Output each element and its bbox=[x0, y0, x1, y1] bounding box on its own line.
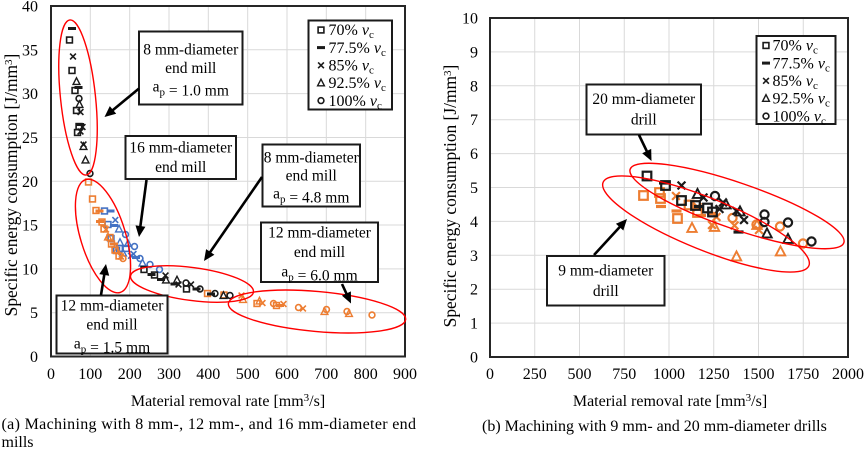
svg-text:35: 35 bbox=[22, 42, 38, 59]
svg-text:(a) Machining with 8 mm-, 12 m: (a) Machining with 8 mm-, 12 mm-, and 16… bbox=[2, 416, 417, 433]
svg-text:100% vc: 100% vc bbox=[329, 93, 382, 112]
svg-text:12 mm-diameter: 12 mm-diameter bbox=[268, 225, 372, 242]
svg-text:mills: mills bbox=[2, 434, 34, 451]
svg-text:400: 400 bbox=[196, 366, 220, 383]
svg-text:77.5% vc: 77.5% vc bbox=[329, 40, 386, 59]
svg-text:Specific energy consumption [J: Specific energy consumption [J/mm3] bbox=[1, 54, 21, 317]
svg-text:1750: 1750 bbox=[787, 366, 819, 383]
svg-text:300: 300 bbox=[157, 366, 181, 383]
svg-text:8 mm-diameter: 8 mm-diameter bbox=[264, 150, 360, 167]
svg-text:250: 250 bbox=[523, 366, 547, 383]
svg-text:Material removal rate [mm3/s]: Material removal rate [mm3/s] bbox=[573, 392, 767, 410]
svg-text:ap = 1.0 mm: ap = 1.0 mm bbox=[153, 79, 229, 100]
svg-text:200: 200 bbox=[118, 366, 142, 383]
svg-text:5: 5 bbox=[30, 305, 38, 322]
svg-text:600: 600 bbox=[275, 366, 299, 383]
svg-text:92.5% vc: 92.5% vc bbox=[329, 75, 386, 94]
svg-text:700: 700 bbox=[314, 366, 338, 383]
svg-text:0: 0 bbox=[47, 366, 55, 383]
svg-text:85% vc: 85% vc bbox=[773, 73, 818, 92]
svg-text:8: 8 bbox=[470, 78, 478, 95]
svg-text:4: 4 bbox=[470, 214, 478, 231]
svg-text:1500: 1500 bbox=[743, 366, 775, 383]
svg-text:40: 40 bbox=[22, 0, 38, 16]
svg-text:800: 800 bbox=[354, 366, 378, 383]
svg-text:Specific energy consumption [J: Specific energy consumption [J/mm3] bbox=[440, 65, 460, 328]
svg-text:end mill: end mill bbox=[155, 159, 206, 176]
svg-text:15: 15 bbox=[22, 218, 38, 235]
svg-text:0: 0 bbox=[470, 350, 478, 367]
svg-text:2: 2 bbox=[470, 282, 478, 299]
svg-text:drill: drill bbox=[593, 283, 619, 300]
svg-text:1250: 1250 bbox=[698, 366, 730, 383]
svg-text:Material removal rate [mm3/s]: Material removal rate [mm3/s] bbox=[131, 392, 325, 410]
svg-text:ap = 4.8 mm: ap = 4.8 mm bbox=[273, 186, 349, 207]
svg-text:3: 3 bbox=[470, 248, 478, 265]
svg-text:9: 9 bbox=[470, 44, 478, 61]
svg-text:20: 20 bbox=[22, 174, 38, 191]
svg-text:8 mm-diameter: 8 mm-diameter bbox=[143, 41, 239, 58]
svg-text:end mill: end mill bbox=[294, 244, 345, 261]
svg-text:end mill: end mill bbox=[286, 168, 337, 185]
svg-text:end mill: end mill bbox=[165, 60, 216, 77]
svg-text:6: 6 bbox=[470, 146, 478, 163]
svg-text:100% vc: 100% vc bbox=[773, 108, 826, 127]
svg-text:92.5% vc: 92.5% vc bbox=[773, 91, 830, 110]
svg-text:900: 900 bbox=[393, 366, 417, 383]
svg-text:20 mm-diameter: 20 mm-diameter bbox=[592, 91, 696, 108]
svg-text:0: 0 bbox=[30, 349, 38, 366]
svg-text:16 mm-diameter: 16 mm-diameter bbox=[129, 140, 233, 157]
svg-text:drill: drill bbox=[631, 112, 657, 129]
svg-text:7: 7 bbox=[470, 112, 478, 129]
svg-text:5: 5 bbox=[470, 180, 478, 197]
svg-text:ap = 6.0 mm: ap = 6.0 mm bbox=[281, 264, 357, 285]
svg-text:1: 1 bbox=[470, 316, 478, 333]
svg-text:500: 500 bbox=[568, 366, 592, 383]
svg-text:85% vc: 85% vc bbox=[329, 58, 374, 77]
svg-text:25: 25 bbox=[22, 130, 38, 147]
svg-text:10: 10 bbox=[22, 261, 38, 278]
svg-text:10: 10 bbox=[462, 11, 478, 28]
svg-text:500: 500 bbox=[236, 366, 260, 383]
svg-text:30: 30 bbox=[22, 86, 38, 103]
svg-text:ap = 1.5 mm: ap = 1.5 mm bbox=[74, 336, 150, 357]
svg-text:100: 100 bbox=[78, 366, 102, 383]
svg-text:9 mm-diameter: 9 mm-diameter bbox=[558, 263, 654, 280]
svg-text:70% vc: 70% vc bbox=[773, 38, 818, 57]
svg-text:12 mm-diameter: 12 mm-diameter bbox=[61, 297, 165, 314]
svg-text:77.5% vc: 77.5% vc bbox=[773, 55, 830, 74]
svg-text:750: 750 bbox=[612, 366, 636, 383]
svg-text:70% vc: 70% vc bbox=[329, 22, 374, 41]
svg-text:2000: 2000 bbox=[832, 366, 864, 383]
svg-text:1000: 1000 bbox=[653, 366, 685, 383]
svg-text:0: 0 bbox=[486, 366, 494, 383]
svg-text:(b) Machining with 9 mm- and 2: (b) Machining with 9 mm- and 20 mm-diame… bbox=[482, 418, 827, 435]
svg-text:end mill: end mill bbox=[86, 317, 137, 334]
